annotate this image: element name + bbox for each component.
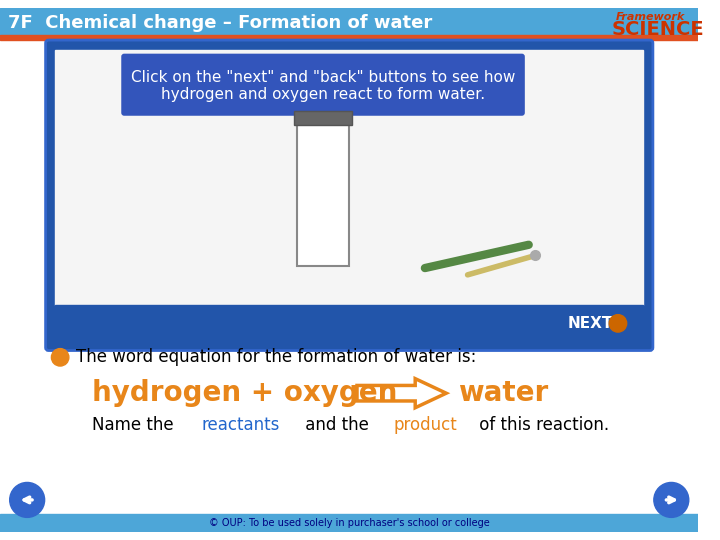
Circle shape — [654, 482, 689, 517]
Text: of this reaction.: of this reaction. — [474, 416, 609, 434]
FancyBboxPatch shape — [121, 53, 525, 116]
Bar — [297, 123, 349, 266]
Text: SCIENCE: SCIENCE — [611, 20, 703, 39]
Text: NEXT: NEXT — [567, 316, 613, 331]
Text: © OUP: To be used solely in purchaser's school or college: © OUP: To be used solely in purchaser's … — [209, 518, 490, 528]
FancyBboxPatch shape — [45, 40, 653, 350]
Text: 7F  Chemical change – Formation of water: 7F Chemical change – Formation of water — [8, 14, 432, 32]
Text: The word equation for the formation of water is:: The word equation for the formation of w… — [76, 348, 476, 366]
Bar — [55, 305, 643, 342]
Circle shape — [609, 315, 626, 332]
Bar — [0, 515, 698, 532]
Text: hydrogen + oxygen: hydrogen + oxygen — [92, 379, 397, 407]
Text: Name the: Name the — [92, 416, 179, 434]
Bar — [0, 35, 698, 40]
Bar — [294, 111, 352, 125]
Circle shape — [9, 482, 45, 517]
Circle shape — [51, 349, 69, 366]
Text: and the: and the — [300, 416, 374, 434]
Text: product: product — [394, 416, 457, 434]
Bar — [0, 8, 698, 35]
Text: water: water — [458, 379, 548, 407]
Text: hydrogen and oxygen react to form water.: hydrogen and oxygen react to form water. — [161, 87, 485, 102]
Text: Framework: Framework — [616, 12, 685, 22]
Text: reactants: reactants — [202, 416, 280, 434]
Text: Click on the "next" and "back" buttons to see how: Click on the "next" and "back" buttons t… — [131, 70, 516, 85]
Bar — [55, 50, 643, 305]
